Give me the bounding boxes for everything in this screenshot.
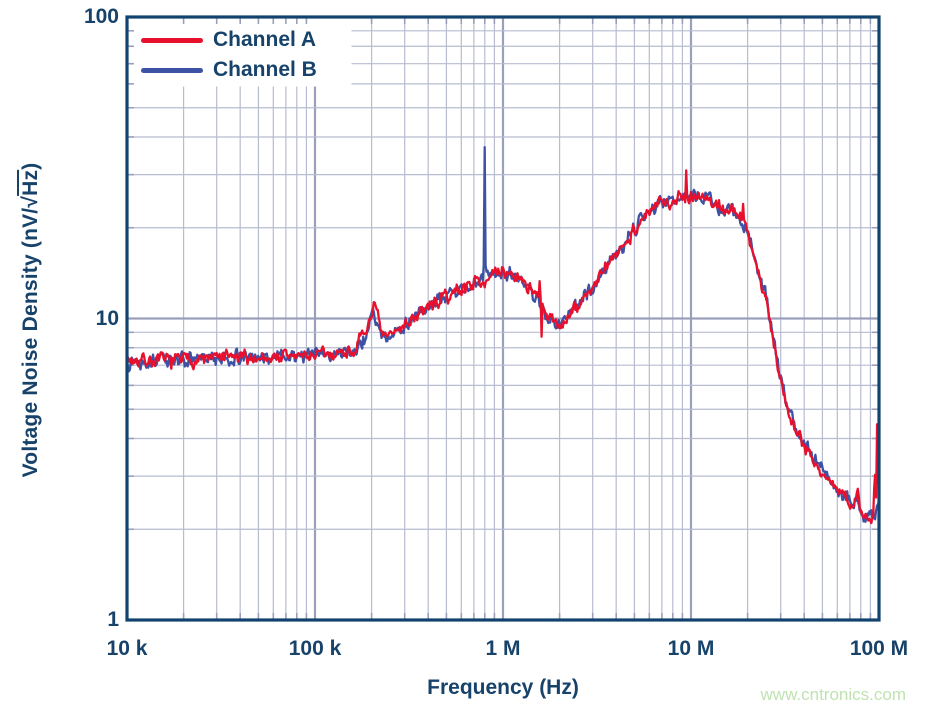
- x-axis-title: Frequency (Hz): [427, 676, 579, 699]
- x-tick-label-100m: 100 M: [849, 637, 909, 660]
- legend-item-channel-b: Channel B: [141, 55, 317, 85]
- y-axis-title-text: Voltage Noise Density (nV/√: [19, 195, 42, 478]
- channel-a-line-swatch: [141, 37, 203, 43]
- watermark-text: www.cntronics.com: [760, 685, 906, 704]
- y-tick-label-10: 10: [95, 306, 119, 330]
- x-tick-label-1m: 1 M: [485, 637, 521, 660]
- plot-frame: [125, 15, 881, 622]
- x-tick-label-10m: 10 M: [667, 637, 715, 660]
- y-axis-title-close: ): [19, 162, 42, 170]
- legend-label-channel-a: Channel A: [213, 28, 317, 51]
- legend-label-channel-b: Channel B: [213, 58, 317, 81]
- channel-b-line-swatch: [141, 67, 203, 73]
- y-tick-label-1: 1: [107, 608, 119, 631]
- legend-background: [128, 18, 352, 87]
- x-tick-label-100k: 100 k: [288, 637, 342, 660]
- grid-lines: [127, 17, 879, 620]
- x-tick-label-10k: 10 k: [106, 637, 148, 660]
- data-curves: [127, 146, 879, 525]
- legend: Channel A Channel B: [141, 25, 317, 85]
- y-axis-title: Voltage Noise Density (nV/√Hz): [19, 163, 43, 478]
- y-tick-label-100: 100: [83, 5, 119, 28]
- y-axis-title-sqrt-arg: Hz: [19, 169, 42, 196]
- legend-item-channel-a: Channel A: [141, 25, 317, 55]
